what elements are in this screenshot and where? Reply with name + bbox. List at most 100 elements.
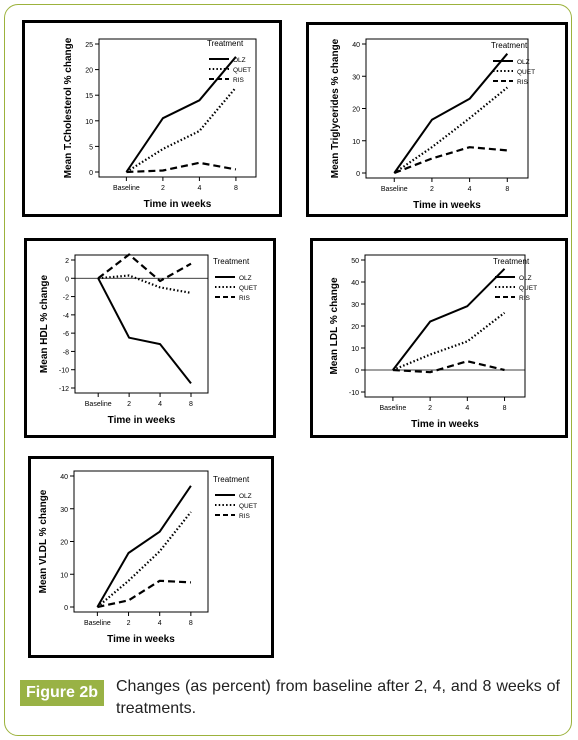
- chart-panel-hdl: -12 -10 -8 -6 -4 -2 0 2 Baseline 2 4 8 Time in weeks…: [24, 238, 276, 438]
- x-tick-label: 2: [428, 405, 432, 412]
- x-axis-label: Time in weeks: [107, 634, 175, 645]
- x-tick-label: 4: [465, 405, 469, 412]
- series-line-ris: [97, 579, 191, 609]
- x-axis-label: Time in weeks: [108, 415, 176, 426]
- legend-label-ris: RIS: [233, 77, 245, 84]
- series-line-olz: [393, 53, 509, 174]
- series-line-quet: [393, 86, 508, 174]
- chart-svg-hdl: -12 -10 -8 -6 -4 -2 0 2 Baseline 2 4 8 Time in weeks…: [39, 253, 257, 426]
- legend-label-ris: RIS: [517, 79, 529, 86]
- y-tick-label: 20: [351, 324, 359, 331]
- y-tick-label: 2: [65, 258, 69, 265]
- chart-panel-ldl: -10 0 10 20 30 40 50 Baseline 2 4 8 Time in weeks Me…: [310, 238, 568, 438]
- chart-panel-vldl: 0 10 20 30 40 Baseline 2 4 8 Time in weeks Mean VL…: [28, 456, 274, 658]
- series-line-ris: [97, 253, 192, 283]
- y-tick-label: 50: [351, 258, 359, 265]
- x-tick-label: Baseline: [84, 620, 111, 627]
- y-tick-label: 0: [89, 170, 93, 177]
- y-tick-label: 25: [85, 42, 93, 49]
- x-tick-label: 4: [158, 620, 162, 627]
- y-axis-label: Mean Triglycerides % change: [330, 38, 341, 178]
- y-tick-label: 10: [351, 346, 359, 353]
- legend-label-quet: QUET: [517, 69, 535, 76]
- chart-panel-cholesterol: 0 5 10 15 20 25 Baseline 2 4 8 Time in weeks Mean T…: [22, 20, 282, 217]
- legend-label-olz: OLZ: [517, 59, 530, 66]
- legend-title: Treatment: [491, 41, 528, 50]
- legend-label-olz: OLZ: [519, 275, 532, 282]
- figure-frame: [4, 4, 572, 736]
- x-tick-label: 4: [158, 401, 162, 408]
- legend-label-quet: QUET: [239, 285, 257, 292]
- y-tick-label: 30: [60, 507, 68, 514]
- legend-label-ris: RIS: [239, 295, 251, 302]
- legend-label-quet: QUET: [519, 285, 537, 292]
- y-tick-label: 5: [89, 144, 93, 151]
- legend-title: Treatment: [493, 257, 530, 266]
- x-tick-label: 8: [189, 620, 193, 627]
- y-tick-label: 30: [351, 302, 359, 309]
- legend-label-quet: QUET: [233, 67, 251, 74]
- y-tick-label: 30: [352, 74, 360, 81]
- legend-label-olz: OLZ: [239, 493, 252, 500]
- plot-area: [74, 254, 209, 394]
- x-axis-label: Time in weeks: [144, 199, 212, 210]
- y-axis-label: Mean HDL % change: [39, 274, 50, 373]
- series-line-olz: [392, 268, 506, 371]
- x-axis-label: Time in weeks: [411, 419, 479, 430]
- y-tick-label: 0: [65, 276, 69, 283]
- series-line-olz: [96, 485, 192, 608]
- y-axis-label: Mean VLDL % change: [38, 489, 49, 593]
- y-axis-label: Mean T.Cholesterol % change: [63, 37, 74, 178]
- series-line-ris: [126, 161, 237, 174]
- y-tick-label: 0: [64, 605, 68, 612]
- series-line-olz: [125, 56, 237, 173]
- legend-label-ris: RIS: [239, 513, 251, 520]
- y-tick-label: -8: [63, 349, 69, 356]
- chart-svg-cholesterol: 0 5 10 15 20 25 Baseline 2 4 8 Time in weeks Mean T…: [63, 37, 257, 210]
- y-tick-label: 10: [352, 139, 360, 146]
- x-tick-label: 4: [197, 185, 201, 192]
- y-tick-label: 20: [352, 107, 360, 114]
- y-tick-label: 20: [60, 540, 68, 547]
- x-tick-label: 8: [189, 401, 193, 408]
- y-tick-label: -10: [59, 368, 69, 375]
- y-tick-label: 20: [85, 68, 93, 75]
- x-tick-label: 8: [505, 186, 509, 193]
- y-tick-label: 40: [352, 42, 360, 49]
- x-tick-label: Baseline: [85, 401, 112, 408]
- x-tick-label: 2: [161, 185, 165, 192]
- y-tick-label: 40: [60, 474, 68, 481]
- y-tick-label: 15: [85, 93, 93, 100]
- x-tick-label: Baseline: [381, 186, 408, 193]
- figure-label: Figure 2b: [20, 680, 104, 706]
- plot-area: [98, 38, 257, 178]
- x-tick-label: 2: [127, 620, 131, 627]
- plot-area: [73, 470, 209, 613]
- series-line-quet: [96, 511, 192, 608]
- x-tick-label: 2: [430, 186, 434, 193]
- y-tick-label: -6: [63, 331, 69, 338]
- chart-panel-triglycerides: 0 10 20 30 40 Baseline 2 4 8 Time in weeks Mean Tr…: [306, 22, 568, 217]
- legend-label-quet: QUET: [239, 503, 257, 510]
- y-tick-label: 10: [85, 119, 93, 126]
- series-line-quet: [125, 86, 237, 173]
- y-tick-label: 0: [356, 171, 360, 178]
- x-tick-label: 8: [503, 405, 507, 412]
- y-tick-label: -10: [349, 390, 359, 397]
- y-axis-label: Mean LDL % change: [329, 277, 340, 374]
- y-tick-label: 10: [60, 572, 68, 579]
- x-tick-label: 2: [127, 401, 131, 408]
- y-tick-label: 40: [351, 280, 359, 287]
- series-line-olz: [97, 277, 192, 385]
- series-line-ris: [393, 146, 508, 175]
- y-tick-label: -12: [59, 386, 69, 393]
- y-tick-label: -4: [63, 313, 69, 320]
- legend-label-olz: OLZ: [239, 275, 252, 282]
- y-tick-label: -2: [63, 295, 69, 302]
- x-tick-label: Baseline: [113, 185, 140, 192]
- chart-svg-triglycerides: 0 10 20 30 40 Baseline 2 4 8 Time in weeks Mean Tr…: [330, 38, 535, 211]
- figure-caption: Changes (as percent) from baseline after…: [116, 678, 560, 717]
- legend-title: Treatment: [207, 39, 244, 48]
- x-tick-label: 8: [234, 185, 238, 192]
- x-axis-label: Time in weeks: [413, 200, 481, 211]
